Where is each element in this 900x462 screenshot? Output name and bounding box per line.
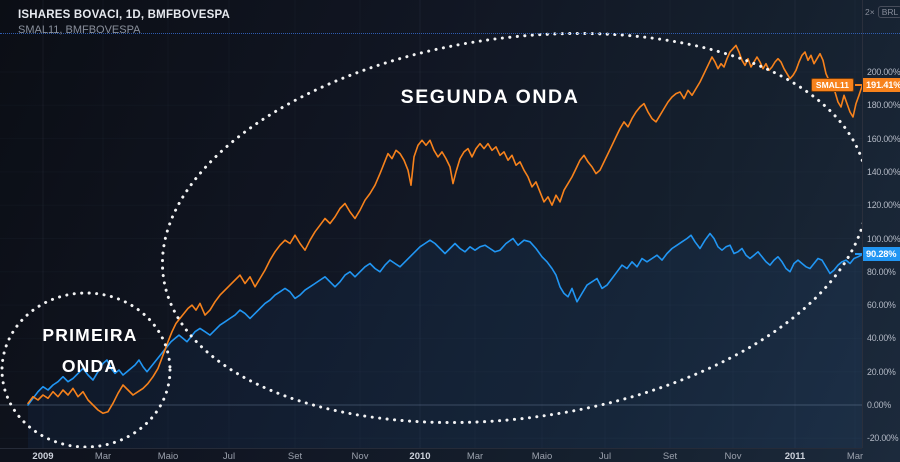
y-axis-label: 60.00%	[867, 300, 896, 311]
x-axis-label: Nov	[724, 451, 742, 462]
price-axis-toolbar: 2× BRL %	[865, 6, 900, 18]
dotted-level-line[interactable]	[0, 33, 900, 34]
annotation-segunda-onda[interactable]: SEGUNDA ONDA	[400, 86, 580, 108]
x-axis-label: Maio	[531, 451, 553, 462]
x-axis-label: Mar	[94, 451, 112, 462]
annotation-ellipse-primeira-onda[interactable]	[0, 291, 172, 448]
annotation-primeira-line1: PRIMEIRA	[42, 325, 138, 345]
bova-area-fill	[28, 233, 862, 448]
y-axis-label: 100.00%	[867, 233, 900, 244]
price-axis[interactable]: 2× BRL % 200.00% 180.00% 160.00% 140.00% 120…	[862, 0, 900, 448]
x-axis-label: Mar	[846, 451, 864, 462]
y-axis-label: 140.00%	[867, 166, 900, 177]
bova-price-badge: 90.28%	[855, 246, 900, 261]
x-axis-label: Mar	[466, 451, 484, 462]
smal11-ticker-chip: SMAL11	[810, 78, 854, 93]
x-axis-label: 2009	[32, 451, 54, 462]
annotation-primeira-line2: ONDA	[61, 356, 119, 376]
series-smal11-line[interactable]	[27, 44, 862, 415]
symbol-subtitle[interactable]: SMAL11, BMFBOVESPA	[18, 24, 141, 36]
time-axis[interactable]: 2009 Mar Maio Jul Set Nov 2010 Mar Maio Jul Set Nov…	[0, 448, 864, 462]
y-axis-label: 80.00%	[867, 266, 896, 277]
scale-multiplier-button[interactable]: 2×	[865, 7, 875, 17]
y-axis-label: -20.00%	[867, 433, 899, 444]
x-axis-label: Maio	[157, 451, 179, 462]
y-axis-label: 20.00%	[867, 366, 896, 377]
y-axis-label: 120.00%	[867, 200, 900, 211]
y-axis-label: 160.00%	[867, 133, 900, 144]
x-axis-label: Nov	[351, 451, 369, 462]
bova-badge-dash	[855, 252, 862, 255]
symbol-legend[interactable]: ISHARES BOVACI, 1D, BMFBOVESPA SMAL11, B…	[18, 8, 230, 38]
smal11-price-badge: SMAL11 191.41%	[810, 78, 900, 93]
y-axis-label: 200.00%	[867, 67, 900, 77]
currency-toggle-button[interactable]: BRL	[877, 6, 900, 18]
bova-last-value: 90.28%	[863, 246, 900, 261]
y-axis-label: 0.00%	[867, 400, 891, 410]
y-axis-label: 180.00%	[867, 100, 900, 111]
chart-canvas[interactable]	[0, 0, 862, 448]
annotation-primeira-onda[interactable]: PRIMEIRA ONDA	[42, 320, 137, 382]
annotation-ellipse-segunda-onda[interactable]	[137, 0, 862, 448]
y-axis-label: 40.00%	[867, 333, 896, 344]
x-axis-label: Set	[287, 451, 303, 462]
x-axis-label: 2010	[409, 451, 431, 462]
x-axis-label: 2011	[784, 451, 806, 462]
smal11-last-value: 191.41%	[863, 78, 900, 93]
x-axis-label: Set	[662, 451, 678, 462]
x-axis-label: Jul	[222, 451, 236, 462]
series-bova-line[interactable]	[27, 232, 862, 406]
x-axis-label: Jul	[598, 451, 612, 462]
symbol-title[interactable]: ISHARES BOVACI, 1D, BMFBOVESPA	[18, 9, 230, 21]
smal11-badge-dash	[855, 84, 862, 87]
